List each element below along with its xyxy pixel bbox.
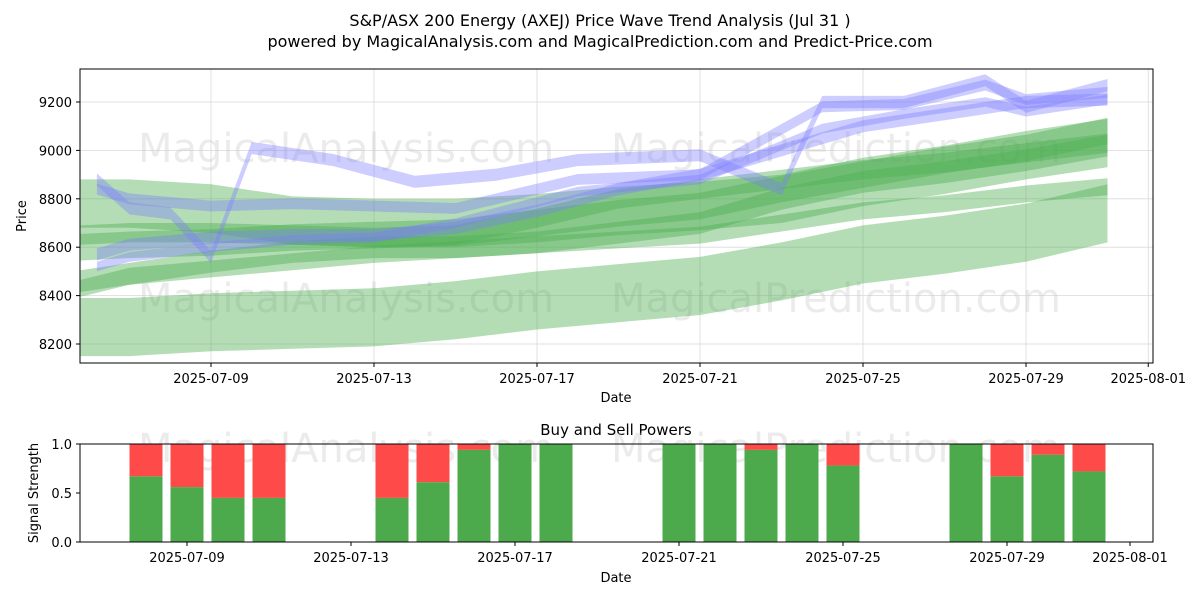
- buy-power-bar: [1072, 471, 1106, 542]
- sell-power-bar: [744, 444, 778, 450]
- signal-xtick-label: 2025-07-17: [477, 551, 553, 566]
- sell-power-bar: [252, 444, 286, 498]
- wave-band: [80, 117, 1108, 261]
- wave-band: [80, 133, 1108, 248]
- price-xtick-label: 2025-07-17: [499, 372, 575, 387]
- watermark-text: MagicalPrediction.com: [611, 126, 1061, 172]
- chart-subtitle: powered by MagicalAnalysis.com and Magic…: [267, 32, 932, 51]
- wave-band: [96, 79, 1108, 214]
- price-ytick-label: 9000: [39, 144, 72, 159]
- buy-power-bar: [785, 444, 819, 542]
- signal-ticks: 0.0 0.5 1.0 2025-07-09 2025-07-13 2025-07-17 2…: [51, 438, 1167, 566]
- buy-power-bar: [1031, 454, 1065, 542]
- price-ytick-label: 8200: [39, 338, 72, 353]
- price-plot-area: [80, 69, 1153, 363]
- wave-band: [80, 118, 1108, 248]
- watermark-text: MagicalAnalysis.com: [138, 276, 554, 322]
- buy-power-bar: [703, 444, 737, 542]
- price-xtick-label: 2025-07-25: [825, 372, 901, 387]
- sell-power-bar: [1072, 444, 1106, 472]
- sell-power-bar: [416, 444, 450, 483]
- wave-band: [80, 134, 1108, 292]
- sell-power-bar: [211, 444, 245, 498]
- sell-power-bar: [826, 444, 860, 466]
- price-ytick-label: 8400: [39, 290, 72, 305]
- sell-power-bar: [457, 444, 491, 450]
- price-xtick-label: 2025-07-21: [662, 372, 738, 387]
- buy-power-bar: [416, 482, 450, 542]
- signal-x-label: Date: [600, 571, 631, 586]
- price-ticks: 8200 8400 8600 8800 9000 9200 2025-07-09 2025-0…: [39, 96, 1186, 387]
- buy-power-bar: [990, 476, 1024, 542]
- buy-power-bar: [539, 444, 573, 542]
- price-xtick-label: 2025-07-09: [173, 372, 249, 387]
- price-y-label: Price: [15, 200, 30, 232]
- signal-xtick-label: 2025-07-29: [969, 551, 1045, 566]
- buy-power-bar: [826, 465, 860, 542]
- signal-plot: Buy and Sell Powers MagicalAnalysis.comM…: [27, 421, 1168, 586]
- sell-power-bar: [170, 444, 204, 488]
- signal-xtick-label: 2025-07-09: [149, 551, 225, 566]
- signal-ytick-label: 1.0: [51, 438, 72, 453]
- buy-power-bar: [211, 497, 245, 542]
- buy-power-bar: [457, 449, 491, 542]
- signal-xtick-label: 2025-07-25: [805, 551, 881, 566]
- buy-power-bar: [949, 444, 983, 542]
- sell-power-bar: [129, 444, 163, 477]
- wave-band: [80, 184, 1108, 357]
- price-watermarks: MagicalAnalysis.com MagicalPrediction.com…: [138, 126, 1061, 322]
- price-ytick-label: 8600: [39, 241, 72, 256]
- signal-title: Buy and Sell Powers: [540, 421, 692, 439]
- watermark-text: MagicalAnalysis.com: [138, 126, 554, 172]
- wave-band: [96, 74, 1108, 263]
- price-xtick-label: 2025-07-13: [336, 372, 412, 387]
- buy-power-bar: [498, 444, 532, 542]
- signal-xtick-label: 2025-08-01: [1092, 551, 1168, 566]
- price-ytick-label: 9200: [39, 96, 72, 111]
- signal-ytick-label: 0.5: [51, 487, 72, 502]
- wave-bands: [80, 74, 1108, 357]
- chart-title: S&P/ASX 200 Energy (AXEJ) Price Wave Tre…: [349, 11, 850, 30]
- price-xtick-label: 2025-08-01: [1110, 372, 1186, 387]
- signal-ytick-label: 0.0: [51, 536, 72, 551]
- sell-power-bar: [1031, 444, 1065, 455]
- signal-xtick-label: 2025-07-21: [641, 551, 717, 566]
- buy-power-bar: [252, 497, 286, 542]
- signal-xtick-label: 2025-07-13: [313, 551, 389, 566]
- buy-power-bar: [662, 444, 696, 542]
- watermark-text: MagicalPrediction.com: [611, 276, 1061, 322]
- buy-power-bar: [744, 449, 778, 542]
- price-grid: [80, 69, 1153, 363]
- price-x-label: Date: [600, 391, 631, 406]
- price-wave-plot: MagicalAnalysis.com MagicalPrediction.com…: [15, 68, 1186, 406]
- signal-bars: [129, 444, 1106, 542]
- buy-power-bar: [375, 497, 409, 542]
- price-plot-frame: [79, 68, 1154, 364]
- sell-power-bar: [375, 444, 409, 498]
- price-xtick-label: 2025-07-29: [988, 372, 1064, 387]
- wave-band: [96, 93, 1108, 261]
- wave-band: [80, 178, 1108, 297]
- price-ytick-label: 8800: [39, 193, 72, 208]
- signal-y-label: Signal Strength: [27, 443, 42, 543]
- buy-power-bar: [170, 487, 204, 542]
- sell-power-bar: [990, 444, 1024, 477]
- buy-power-bar: [129, 476, 163, 542]
